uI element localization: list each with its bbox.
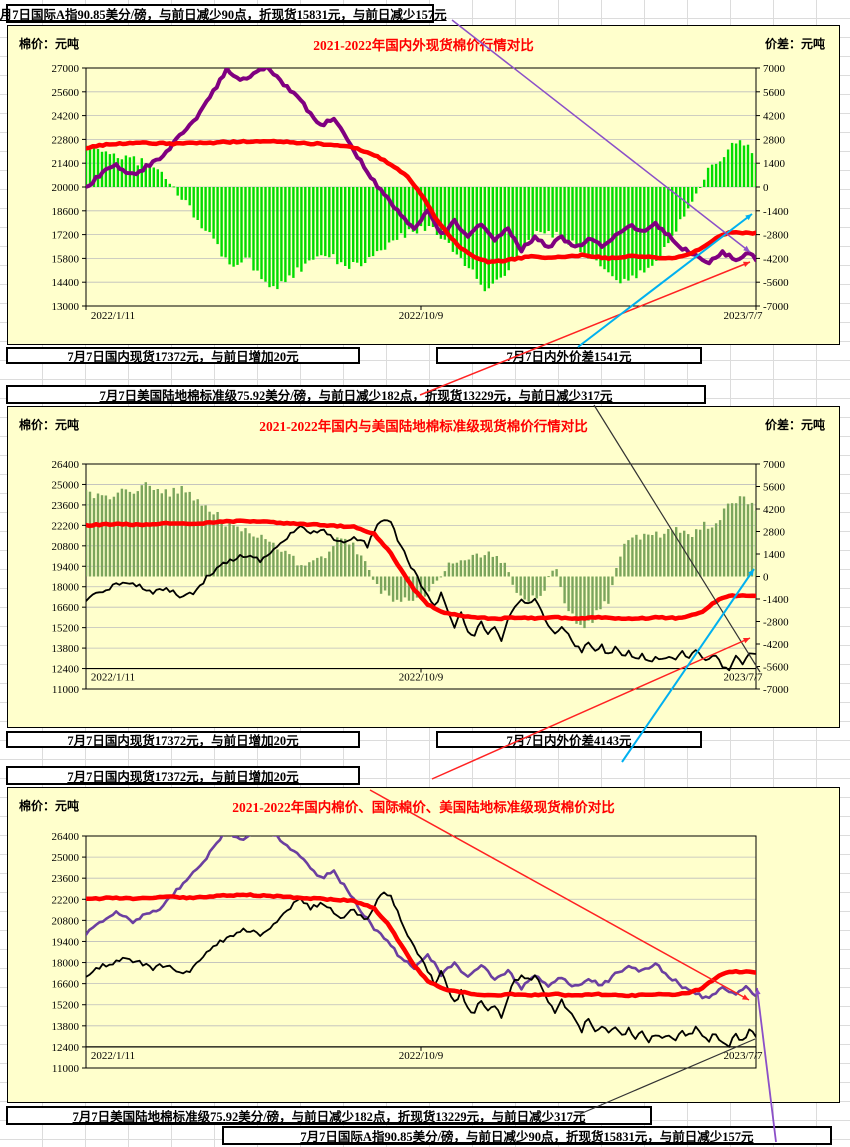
svg-text:15200: 15200 xyxy=(52,623,80,635)
left-axis-unit-label: 棉价：元吨 xyxy=(19,37,80,51)
svg-text:4200: 4200 xyxy=(763,504,786,516)
annotation-chart1-domestic-spot[interactable]: 7月7日国内现货17372元，与前日增加20元 xyxy=(6,347,360,364)
svg-text:13000: 13000 xyxy=(52,301,80,313)
svg-text:-1400: -1400 xyxy=(763,594,789,606)
svg-text:19400: 19400 xyxy=(52,561,80,573)
svg-text:7000: 7000 xyxy=(763,459,786,471)
svg-text:-1400: -1400 xyxy=(763,206,789,218)
annotation-chart1-price-diff[interactable]: 7月7日内外价差1541元 xyxy=(436,347,702,364)
svg-text:18000: 18000 xyxy=(52,958,80,970)
svg-text:16600: 16600 xyxy=(52,979,80,991)
svg-text:2022/10/9: 2022/10/9 xyxy=(399,310,444,322)
svg-text:19400: 19400 xyxy=(52,936,80,948)
svg-text:1400: 1400 xyxy=(763,549,786,561)
chart-domestic-vs-international[interactable]: 2021-2022年国内外现货棉价行情对比 棉价：元吨 价差：元吨 27000 2… xyxy=(7,25,840,345)
svg-text:2022/1/11: 2022/1/11 xyxy=(91,1050,135,1062)
left-axis-unit-label: 棉价：元吨 xyxy=(19,418,80,432)
chart-plot: 27000 25600 24200 22800 21400 20000 18600 17200… xyxy=(52,63,790,322)
axis-labels: 26400 25000 23600 22200 20800 19400 18000 16600… xyxy=(52,459,790,696)
svg-text:20800: 20800 xyxy=(52,541,80,553)
svg-text:-5600: -5600 xyxy=(763,277,789,289)
svg-text:13800: 13800 xyxy=(52,643,80,655)
annotation-chart2-price-diff[interactable]: 7月7日内外价差4143元 xyxy=(436,731,702,748)
svg-text:20000: 20000 xyxy=(52,182,80,194)
axis-labels: 26400 25000 23600 22200 20800 19400 18000 16600… xyxy=(52,831,764,1075)
svg-text:18000: 18000 xyxy=(52,582,80,594)
svg-text:11000: 11000 xyxy=(52,684,80,696)
svg-text:25000: 25000 xyxy=(52,852,80,864)
svg-text:23600: 23600 xyxy=(52,500,80,512)
svg-text:5600: 5600 xyxy=(763,482,786,494)
svg-text:17200: 17200 xyxy=(52,230,80,242)
gridlines xyxy=(86,835,756,1069)
svg-text:-2800: -2800 xyxy=(763,617,789,629)
svg-text:-7000: -7000 xyxy=(763,684,789,696)
series xyxy=(86,68,756,292)
chart-plot: 26400 25000 23600 22200 20800 19400 18000 16600… xyxy=(52,831,764,1075)
axes xyxy=(82,835,757,1069)
svg-text:2023/7/7: 2023/7/7 xyxy=(723,672,763,684)
svg-text:4200: 4200 xyxy=(763,111,786,123)
right-axis-unit-label: 价差：元吨 xyxy=(764,37,825,51)
annotation-intl-a-index-bottom[interactable]: 7月7日国际A指90.85美分/磅，与前日减少90点，折现货15831元，与前日… xyxy=(222,1126,832,1145)
svg-text:14400: 14400 xyxy=(52,277,80,289)
series xyxy=(86,482,756,672)
svg-text:2022/10/9: 2022/10/9 xyxy=(399,672,444,684)
svg-text:0: 0 xyxy=(763,182,769,194)
svg-text:23600: 23600 xyxy=(52,873,80,885)
left-axis-unit-label: 棉价：元吨 xyxy=(19,799,80,813)
annotation-chart3-domestic-spot[interactable]: 7月7日国内现货17372元，与前日增加20元 xyxy=(6,766,360,785)
chart-plot: 26400 25000 23600 22200 20800 19400 18000 16600… xyxy=(52,459,790,696)
svg-text:-5600: -5600 xyxy=(763,662,789,674)
svg-text:27000: 27000 xyxy=(52,63,80,75)
annotation-us-upland-bottom[interactable]: 7月7日美国陆地棉标准级75.92美分/磅，与前日减少182点，折现货13229… xyxy=(6,1106,652,1125)
svg-text:2022/1/11: 2022/1/11 xyxy=(91,672,135,684)
svg-text:12400: 12400 xyxy=(52,1042,80,1054)
chart-three-way-comparison[interactable]: 2021-2022年国内棉价、国际棉价、美国陆地标准级现货棉价对比 棉价：元吨 … xyxy=(7,787,840,1103)
chart-title: 2021-2022年国内与美国陆地棉标准级现货棉价行情对比 xyxy=(259,419,588,434)
svg-text:-4200: -4200 xyxy=(763,253,789,265)
svg-text:16600: 16600 xyxy=(52,602,80,614)
svg-text:25600: 25600 xyxy=(52,87,80,99)
series-domestic-line xyxy=(86,892,756,999)
svg-text:15800: 15800 xyxy=(52,253,80,265)
svg-text:12400: 12400 xyxy=(52,664,80,676)
svg-text:5600: 5600 xyxy=(763,87,786,99)
series xyxy=(86,836,756,1048)
series-us-line xyxy=(86,891,756,1048)
svg-text:25000: 25000 xyxy=(52,479,80,491)
annotation-intl-a-index-top[interactable]: 7月7日国际A指90.85美分/磅，与前日减少90点，折现货15831元，与前日… xyxy=(0,4,447,23)
svg-text:0: 0 xyxy=(763,572,769,584)
svg-text:7000: 7000 xyxy=(763,63,786,75)
annotation-us-upland-mid[interactable]: 7月7日美国陆地棉标准级75.92美分/磅，与前日减少182点，折现货13229… xyxy=(6,385,706,404)
svg-text:11000: 11000 xyxy=(52,1063,80,1075)
svg-text:2023/7/7: 2023/7/7 xyxy=(723,1050,763,1062)
series-diff-bars xyxy=(86,482,756,629)
svg-text:13800: 13800 xyxy=(52,1021,80,1033)
svg-text:22200: 22200 xyxy=(52,894,80,906)
svg-text:26400: 26400 xyxy=(52,459,80,471)
svg-text:-2800: -2800 xyxy=(763,230,789,242)
svg-text:2800: 2800 xyxy=(763,527,786,539)
svg-text:22200: 22200 xyxy=(52,520,80,532)
svg-text:22800: 22800 xyxy=(52,134,80,146)
svg-text:2800: 2800 xyxy=(763,134,786,146)
svg-text:-7000: -7000 xyxy=(763,301,789,313)
svg-text:-4200: -4200 xyxy=(763,639,789,651)
annotation-chart2-domestic-spot[interactable]: 7月7日国内现货17372元，与前日增加20元 xyxy=(6,731,360,748)
svg-text:2023/7/7: 2023/7/7 xyxy=(723,310,763,322)
svg-text:26400: 26400 xyxy=(52,831,80,843)
svg-text:24200: 24200 xyxy=(52,111,80,123)
chart-domestic-vs-us-upland[interactable]: 2021-2022年国内与美国陆地棉标准级现货棉价行情对比 棉价：元吨 价差：元… xyxy=(7,406,840,728)
right-axis-unit-label: 价差：元吨 xyxy=(764,418,825,432)
svg-text:21400: 21400 xyxy=(52,158,80,170)
svg-text:1400: 1400 xyxy=(763,158,786,170)
svg-text:18600: 18600 xyxy=(52,206,80,218)
svg-text:2022/10/9: 2022/10/9 xyxy=(399,1050,444,1062)
svg-text:15200: 15200 xyxy=(52,1000,80,1012)
svg-text:2022/1/11: 2022/1/11 xyxy=(91,310,135,322)
svg-text:20800: 20800 xyxy=(52,915,80,927)
